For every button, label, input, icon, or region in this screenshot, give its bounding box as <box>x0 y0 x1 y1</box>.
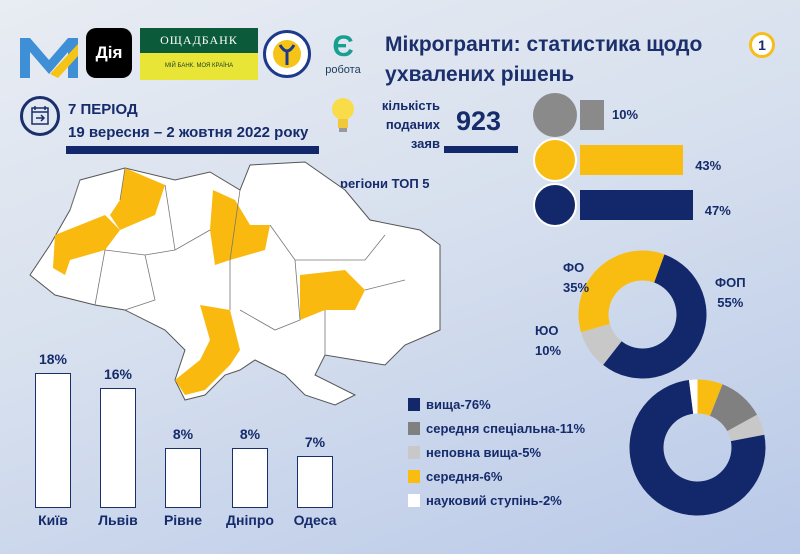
ukraine-map <box>29 161 441 406</box>
region-bar <box>297 455 333 508</box>
region-bar-label: Київ <box>38 512 68 528</box>
bar-factory <box>580 100 604 130</box>
man-icon <box>533 183 577 227</box>
donut-slice <box>580 323 622 365</box>
diya-logo: Дія <box>86 28 132 78</box>
region-dnipro <box>300 270 365 320</box>
legend-item: науковий ступінь-2% <box>408 493 562 508</box>
donut-slice <box>578 250 665 333</box>
entity-type-donut <box>578 250 707 379</box>
divider <box>444 146 518 153</box>
donut-slice <box>697 379 723 416</box>
region-rivne <box>110 168 165 230</box>
legend-swatch <box>408 494 420 507</box>
legend-item: вища-76% <box>408 397 491 412</box>
donut-slice <box>727 414 765 442</box>
fo-label: ФО 35% <box>563 260 590 295</box>
region-bar <box>232 448 268 508</box>
bar-label: 43% <box>695 158 722 173</box>
region-bar-value: 7% <box>304 433 326 450</box>
legend-label: науковий ступінь-2% <box>426 493 562 508</box>
region-bar-label: Одеса <box>293 512 337 528</box>
legend-item: середня-6% <box>408 469 502 484</box>
page-number-badge: 1 <box>749 32 775 58</box>
region-bar <box>100 388 136 508</box>
legend-swatch <box>408 446 420 459</box>
legend-swatch <box>408 398 420 411</box>
legend-swatch <box>408 422 420 435</box>
regions-title: регіони ТОП 5 <box>340 176 430 191</box>
calendar-icon <box>20 96 60 136</box>
region-bar-label: Рівне <box>163 512 203 528</box>
bar-label: 10% <box>612 107 639 122</box>
employment-service-logo-icon <box>263 30 311 78</box>
yuo-label: ЮО 10% <box>535 323 562 358</box>
region-bar-value: 8% <box>172 426 194 442</box>
bar-label: 47% <box>704 203 731 218</box>
fop-label: ФОП 55% <box>715 275 746 310</box>
legend-item: неповна вища-5% <box>408 445 541 460</box>
region-bar-value: 8% <box>239 426 261 442</box>
region-bar <box>165 448 201 508</box>
robota-logo: Є робота <box>325 30 361 76</box>
woman-icon <box>533 138 577 182</box>
region-odesa <box>175 305 240 395</box>
bar-man <box>580 190 693 220</box>
legal-entity-factory-icon <box>533 93 577 137</box>
legend-label: неповна вища-5% <box>426 445 542 460</box>
lightbulb-icon <box>332 98 354 132</box>
region-bar-value: 16% <box>103 366 133 382</box>
region-bar <box>35 373 71 508</box>
period-info: 7 ПЕРІОД 19 вересня – 2 жовтня 2022 року <box>68 101 309 141</box>
logo-m-icon <box>20 38 78 78</box>
legend-swatch <box>408 470 420 483</box>
donut-slice <box>710 384 758 432</box>
divider <box>66 146 319 154</box>
donut-slice <box>688 379 698 414</box>
donut-slice <box>603 254 707 379</box>
legend-item: середня спеціальна-11% <box>408 421 585 436</box>
applications-label: кількість поданих заяв <box>381 98 440 151</box>
region-kyiv <box>210 190 270 265</box>
legend-label: вища-76% <box>426 397 491 412</box>
region-bar-label: Львів <box>98 512 138 528</box>
region-lviv <box>53 215 120 275</box>
region-bar-label: Дніпро <box>226 512 274 528</box>
page-title: Мікрогранти: статистика щодо ухвалених р… <box>385 33 703 86</box>
oschadbank-logo: ОЩАДБАНК МІЙ БАНК. МОЯ КРАЇНА <box>140 28 258 80</box>
applications-count: 923 <box>456 106 502 136</box>
legend-label: середня-6% <box>426 469 503 484</box>
bar-woman <box>580 145 684 175</box>
region-bar-value: 18% <box>38 351 68 367</box>
legend-label: середня спеціальна-11% <box>426 421 586 436</box>
education-donut <box>629 379 766 516</box>
donut-slice <box>629 380 766 516</box>
